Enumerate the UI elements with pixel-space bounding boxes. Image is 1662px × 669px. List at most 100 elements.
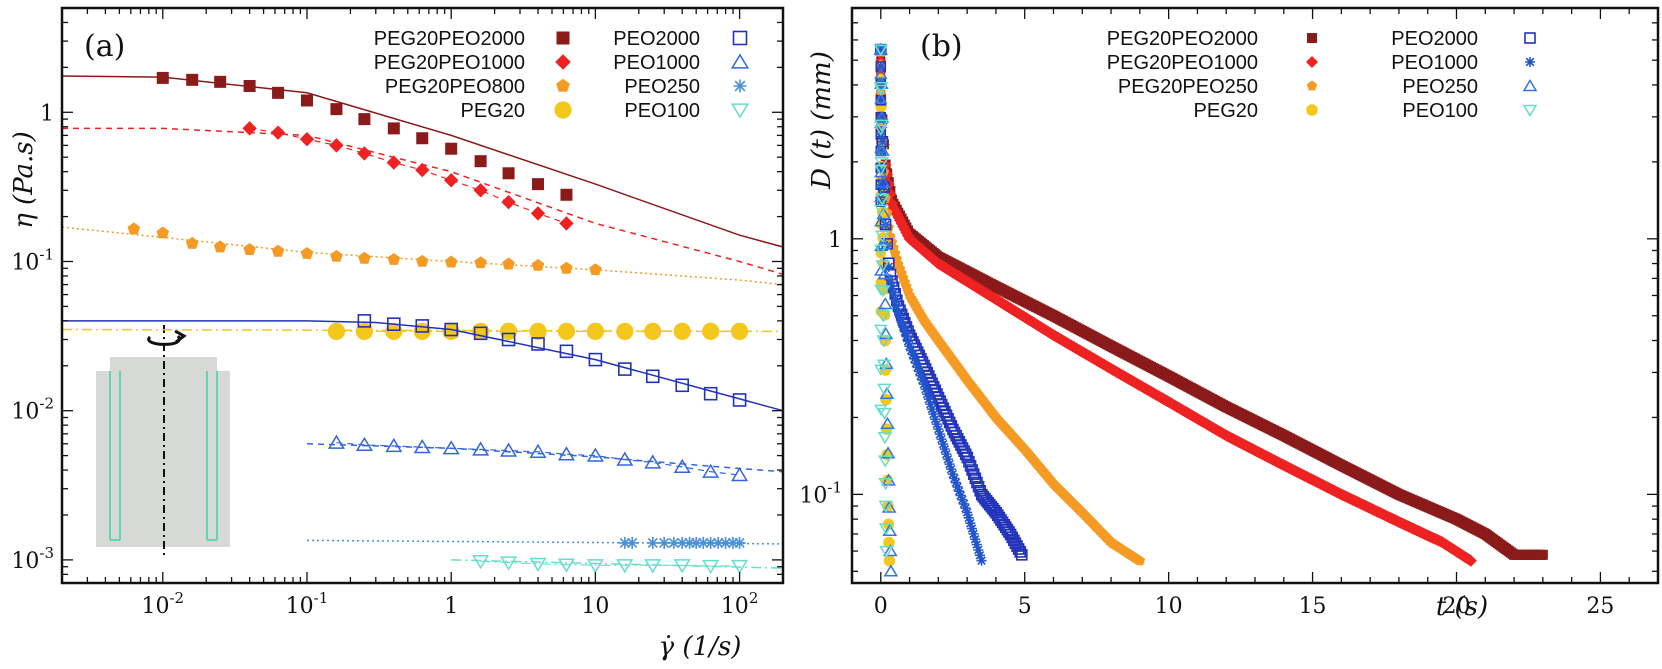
data-point: [702, 322, 720, 341]
legend-label: PEG20PEO800: [385, 76, 525, 98]
data-point: [444, 255, 458, 268]
data-point: [272, 86, 285, 99]
data-point: [618, 362, 632, 376]
data-point: [712, 536, 725, 549]
data-point: [703, 386, 718, 401]
data-point: [883, 261, 894, 272]
data-point: [731, 559, 749, 575]
data-point: [626, 536, 639, 549]
x-tick-label: 25: [1586, 594, 1614, 619]
data-point: [557, 322, 576, 341]
data-point: [874, 110, 890, 123]
data-point: [616, 559, 634, 574]
legend-marker: [1307, 33, 1317, 43]
data-point: [971, 476, 983, 489]
data-point: [474, 155, 487, 168]
data-point: [732, 393, 747, 407]
x-tick-label: 10-1: [286, 589, 329, 619]
legend: PEG20PEO2000PEG20PEO1000PEG20PEO800PEG20…: [374, 28, 750, 122]
data-point: [933, 424, 944, 435]
data-point: [415, 319, 430, 333]
data-point: [502, 257, 515, 270]
data-point: [910, 358, 921, 369]
data-point: [300, 94, 313, 107]
data-point: [473, 183, 488, 198]
series-peo2000: [62, 314, 784, 412]
legend-marker: [556, 78, 570, 92]
data-point: [387, 317, 401, 331]
data-point: [966, 523, 977, 534]
data-point: [874, 92, 888, 104]
legend-marker: [1306, 56, 1318, 68]
data-point: [532, 178, 545, 191]
data-point: [500, 556, 518, 571]
data-point: [243, 243, 256, 255]
data-connector: [480, 560, 740, 567]
legend-marker: [732, 30, 748, 46]
data-point: [588, 352, 603, 367]
data-point: [877, 432, 893, 445]
data-point: [875, 230, 890, 243]
data-point: [875, 44, 886, 55]
data-point: [882, 523, 898, 536]
data-point: [918, 379, 929, 390]
data-point: [896, 317, 907, 328]
series-peo1000: [306, 434, 784, 482]
x-axis-label: γ̇ (1/s): [659, 632, 742, 662]
fit-line: [62, 320, 784, 412]
data-point: [472, 441, 490, 456]
data-point: [702, 559, 720, 575]
legend-marker: [554, 101, 572, 119]
data-point: [890, 294, 901, 305]
y-axis-label: η (Pa.s): [9, 131, 39, 229]
data-point: [327, 434, 345, 449]
data-point: [938, 439, 949, 450]
legend-marker: [730, 103, 750, 119]
data-point: [1537, 549, 1548, 560]
data-point: [955, 490, 966, 501]
data-point: [886, 280, 897, 291]
data-point: [923, 394, 934, 405]
data-point: [969, 472, 982, 485]
data-point: [559, 344, 574, 359]
data-point: [442, 440, 460, 455]
data-point: [500, 442, 518, 457]
data-point: [646, 536, 659, 549]
data-point: [878, 478, 893, 491]
series-peg20: [61, 322, 784, 341]
data-point: [876, 146, 886, 156]
data-point: [970, 534, 981, 545]
x-tick-label: 0: [874, 594, 888, 619]
data-point: [954, 486, 965, 497]
data-point: [934, 429, 945, 440]
data-point: [960, 503, 971, 514]
data-point: [730, 322, 749, 341]
data-point: [673, 322, 691, 341]
data-point: [976, 555, 987, 566]
legend-label: PEG20: [461, 100, 525, 122]
data-point: [675, 378, 690, 393]
y-axis-label: D (t) (mm): [807, 51, 837, 190]
data-point: [731, 467, 749, 482]
data-point: [925, 399, 936, 410]
data-point: [876, 61, 886, 71]
data-point: [327, 322, 346, 341]
data-point: [959, 448, 972, 461]
legend-marker: [1306, 104, 1318, 116]
data-point: [880, 446, 896, 459]
inset-arrow-head: [174, 329, 187, 344]
legend-marker: [1306, 80, 1318, 91]
data-point: [445, 142, 458, 155]
data-point: [185, 236, 199, 249]
data-point: [357, 314, 372, 328]
data-point: [922, 389, 933, 400]
data-point: [658, 536, 671, 549]
fit-line: [62, 127, 784, 276]
series-peo100: [451, 555, 784, 575]
data-point: [917, 374, 928, 385]
legend-label: PEO2000: [1391, 28, 1478, 50]
data-point: [914, 366, 925, 377]
data-point: [416, 132, 429, 145]
data-point: [946, 464, 957, 475]
data-point: [874, 324, 888, 336]
